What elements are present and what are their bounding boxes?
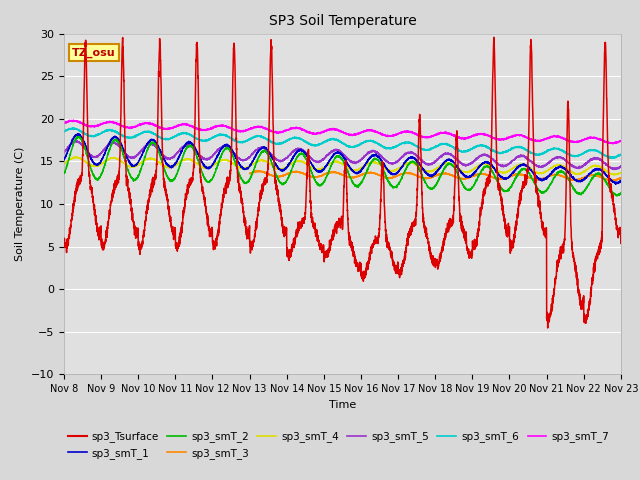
Line: sp3_smT_7: sp3_smT_7 <box>64 120 621 144</box>
sp3_smT_1 <box>612 181 620 187</box>
sp3_Tsurface <box>322 252 330 258</box>
sp3_smT_4 <box>322 164 330 169</box>
sp3_smT_7 <box>161 126 168 132</box>
sp3_smT_3 <box>499 176 506 181</box>
sp3_smT_6 <box>499 149 507 155</box>
sp3_smT_6 <box>161 136 168 142</box>
sp3_smT_4 <box>436 163 444 169</box>
sp3_smT_1 <box>617 179 625 184</box>
sp3_smT_7 <box>467 133 475 139</box>
sp3_smT_5 <box>161 154 168 160</box>
sp3_Tsurface <box>544 325 552 331</box>
Line: sp3_smT_4: sp3_smT_4 <box>64 157 621 175</box>
sp3_smT_5 <box>499 163 507 168</box>
sp3_smT_6 <box>467 146 475 152</box>
sp3_smT_6 <box>60 129 68 135</box>
sp3_smT_5 <box>436 153 444 159</box>
sp3_smT_4 <box>499 170 507 176</box>
sp3_smT_7 <box>60 120 68 126</box>
sp3_Tsurface <box>499 206 507 212</box>
sp3_smT_6 <box>322 139 330 144</box>
sp3_smT_4 <box>60 160 68 166</box>
sp3_smT_5 <box>616 165 624 170</box>
Title: SP3 Soil Temperature: SP3 Soil Temperature <box>269 14 416 28</box>
Line: sp3_smT_2: sp3_smT_2 <box>64 136 621 196</box>
sp3_smT_4 <box>467 168 475 174</box>
sp3_smT_5 <box>617 163 625 168</box>
sp3_Tsurface <box>617 240 625 246</box>
sp3_Tsurface <box>616 228 624 234</box>
sp3_smT_5 <box>72 137 79 143</box>
sp3_smT_3 <box>467 174 475 180</box>
sp3_smT_1 <box>436 164 444 169</box>
sp3_smT_1 <box>467 173 475 179</box>
sp3_smT_2 <box>161 166 168 171</box>
sp3_smT_3 <box>616 175 624 181</box>
sp3_smT_1 <box>75 131 83 136</box>
Line: sp3_smT_6: sp3_smT_6 <box>64 128 621 158</box>
sp3_smT_7 <box>617 138 625 144</box>
Text: TZ_osu: TZ_osu <box>72 48 116 58</box>
Line: sp3_Tsurface: sp3_Tsurface <box>64 37 621 328</box>
sp3_smT_6 <box>616 153 624 158</box>
sp3_Tsurface <box>160 179 168 185</box>
sp3_smT_7 <box>322 128 330 134</box>
sp3_smT_5 <box>322 154 330 159</box>
sp3_smT_4 <box>611 172 618 178</box>
sp3_smT_4 <box>617 169 625 175</box>
sp3_smT_4 <box>616 170 624 176</box>
sp3_smT_6 <box>617 152 625 157</box>
sp3_Tsurface <box>490 35 498 40</box>
sp3_smT_7 <box>499 137 507 143</box>
sp3_smT_1 <box>161 156 168 162</box>
sp3_smT_7 <box>436 130 444 135</box>
sp3_Tsurface <box>436 251 444 256</box>
sp3_smT_2 <box>322 176 330 181</box>
sp3_smT_6 <box>436 141 444 147</box>
sp3_smT_4 <box>72 154 80 160</box>
sp3_smT_5 <box>611 167 618 172</box>
sp3_smT_1 <box>60 157 68 163</box>
sp3_smT_1 <box>616 178 624 184</box>
Y-axis label: Soil Temperature (C): Soil Temperature (C) <box>15 147 26 261</box>
sp3_smT_7 <box>609 141 617 147</box>
sp3_smT_1 <box>499 175 507 180</box>
sp3_smT_5 <box>467 161 475 167</box>
Line: sp3_smT_3: sp3_smT_3 <box>250 171 621 181</box>
X-axis label: Time: Time <box>329 400 356 409</box>
sp3_smT_6 <box>70 125 78 131</box>
sp3_smT_2 <box>436 172 444 178</box>
sp3_smT_2 <box>467 186 475 192</box>
Line: sp3_smT_5: sp3_smT_5 <box>64 140 621 169</box>
sp3_smT_5 <box>60 151 68 156</box>
sp3_smT_2 <box>617 190 625 195</box>
sp3_smT_1 <box>322 164 330 169</box>
sp3_smT_2 <box>613 193 621 199</box>
Legend: sp3_Tsurface, sp3_smT_1, sp3_smT_2, sp3_smT_3, sp3_smT_4, sp3_smT_5, sp3_smT_6, : sp3_Tsurface, sp3_smT_1, sp3_smT_2, sp3_… <box>63 427 613 463</box>
sp3_smT_3 <box>322 171 330 177</box>
sp3_smT_7 <box>68 118 76 123</box>
sp3_smT_2 <box>74 133 82 139</box>
sp3_smT_2 <box>616 191 624 197</box>
Line: sp3_smT_1: sp3_smT_1 <box>64 133 621 184</box>
sp3_Tsurface <box>60 236 68 241</box>
sp3_smT_2 <box>60 170 68 176</box>
sp3_Tsurface <box>467 250 475 256</box>
sp3_smT_2 <box>499 187 507 193</box>
sp3_smT_6 <box>607 156 614 161</box>
sp3_smT_3 <box>617 175 625 181</box>
sp3_smT_4 <box>161 163 168 169</box>
sp3_smT_7 <box>616 139 624 144</box>
sp3_smT_3 <box>436 171 444 177</box>
